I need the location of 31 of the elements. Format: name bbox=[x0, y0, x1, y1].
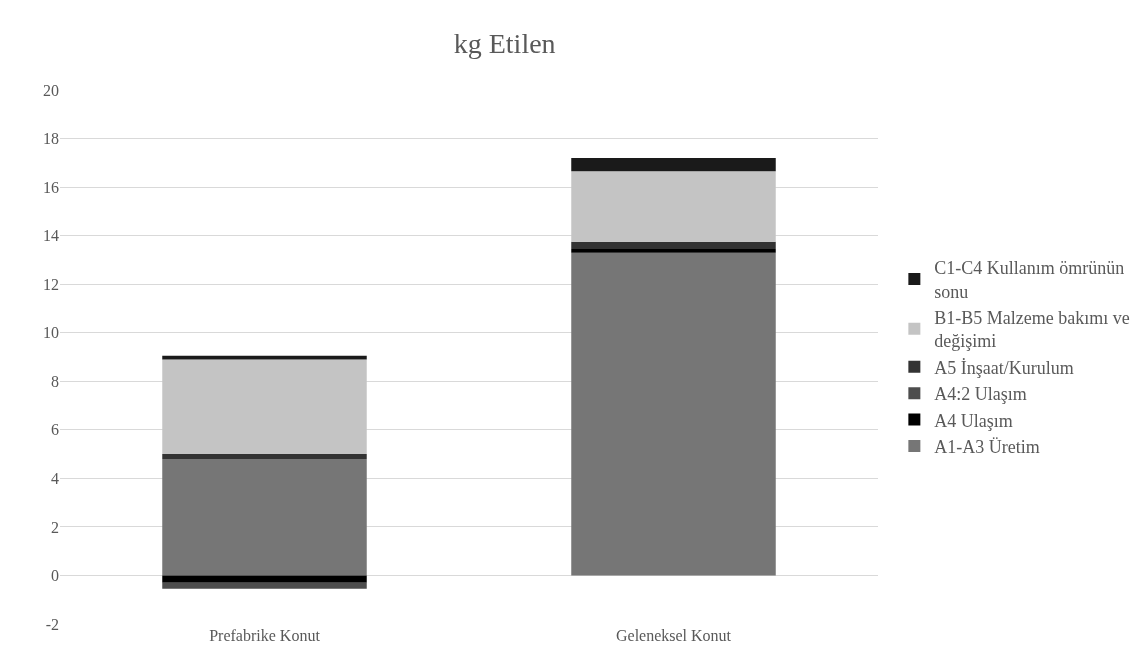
x-tick-label: Prefabrike Konut bbox=[209, 627, 321, 644]
y-tick-label: 8 bbox=[51, 372, 59, 390]
legend-label: A4:2 Ulaşım bbox=[934, 384, 1027, 405]
bar bbox=[571, 171, 776, 242]
legend-label: A1-A3 Üretim bbox=[934, 437, 1040, 458]
bar bbox=[162, 575, 367, 583]
y-tick-label: 10 bbox=[43, 324, 59, 342]
x-tick-label: Geleneksel Konut bbox=[615, 627, 732, 644]
legend-label: C1-C4 Kullanım ömrünün sonu bbox=[934, 258, 1125, 302]
legend-label: A5 İnşaat/Kurulum bbox=[934, 357, 1074, 378]
legend-label: B1-B5 Malzeme bakımı ve değişimi bbox=[934, 308, 1130, 352]
bar bbox=[162, 359, 367, 455]
y-tick-label: 6 bbox=[51, 421, 59, 439]
legend-label: A4 Ulaşım bbox=[934, 410, 1013, 431]
bar bbox=[162, 582, 367, 589]
bar bbox=[162, 458, 367, 576]
bar bbox=[571, 241, 776, 249]
bar bbox=[162, 454, 367, 459]
y-tick-label: 0 bbox=[51, 567, 59, 585]
bar bbox=[571, 248, 776, 253]
y-tick-label: 20 bbox=[43, 81, 59, 99]
bar bbox=[571, 157, 776, 172]
y-tick-label: 12 bbox=[43, 275, 59, 293]
y-tick-label: 16 bbox=[43, 178, 59, 196]
chart-title: kg Etilen bbox=[453, 27, 556, 59]
y-tick-label: -2 bbox=[45, 615, 59, 633]
bar bbox=[571, 252, 776, 576]
y-tick-label: 14 bbox=[43, 227, 59, 245]
y-tick-label: 2 bbox=[51, 518, 59, 536]
y-tick-label: 18 bbox=[43, 130, 59, 148]
y-tick-label: 4 bbox=[51, 469, 59, 487]
